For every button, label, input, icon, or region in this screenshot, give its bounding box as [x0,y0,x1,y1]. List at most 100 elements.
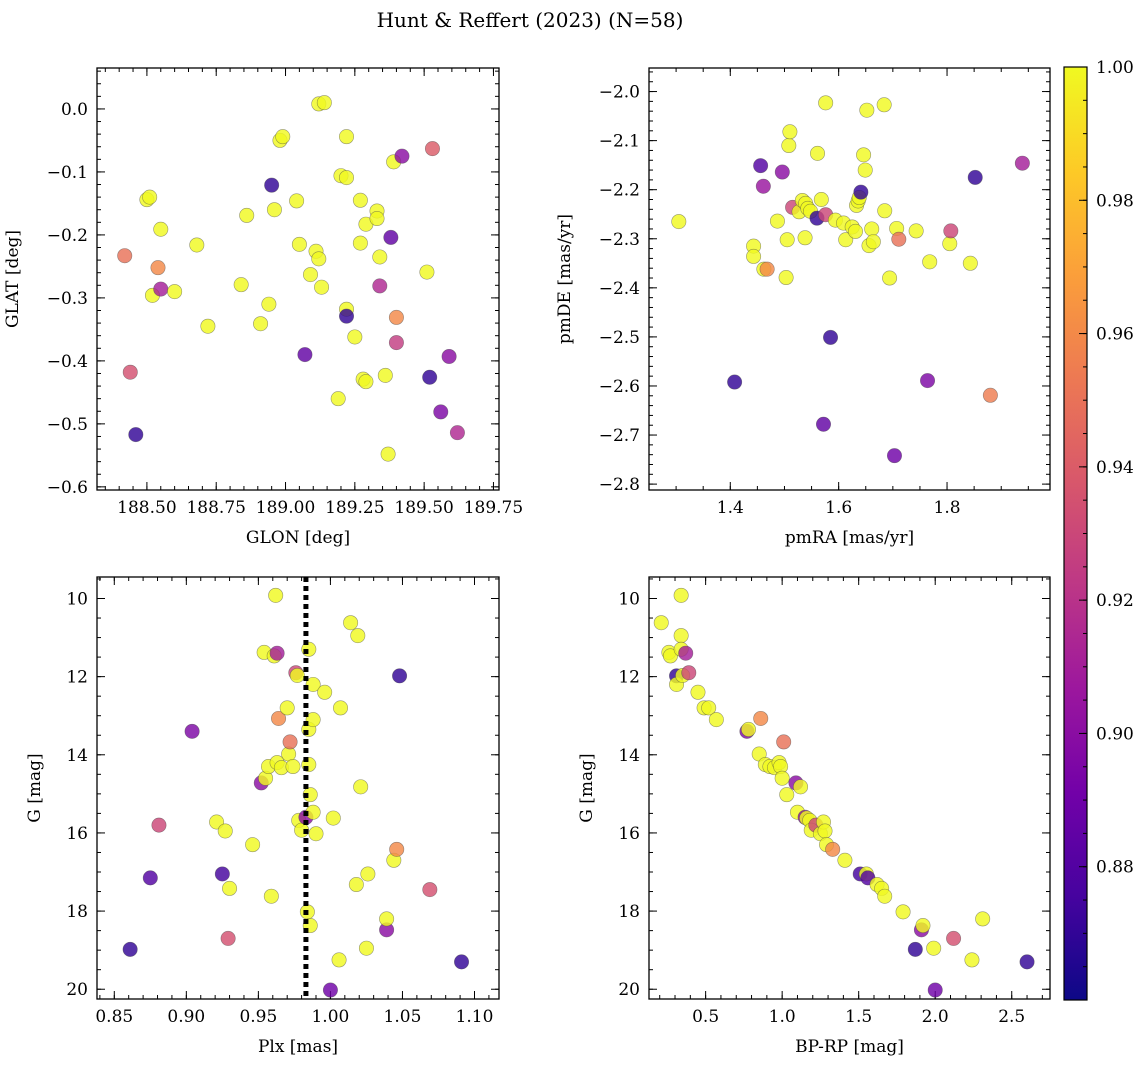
data-point [837,852,853,868]
colorbar-tick-label: 0.94 [1096,458,1134,478]
data-point [220,930,236,946]
data-point [882,270,898,286]
data-point [815,416,831,432]
data-point [915,918,931,934]
data-point [856,147,872,163]
data-point [673,587,689,603]
x-tick-label: 0.90 [167,1007,205,1027]
x-tick-label: 1.6 [825,498,852,518]
data-point [746,248,762,264]
data-point [1014,155,1030,171]
data-point [776,734,792,750]
data-point [339,308,355,324]
axes-frame [648,576,1051,1000]
data-point [753,710,769,726]
y-tick-label: −2.0 [599,83,640,103]
data-point [316,95,332,111]
data-point [877,888,893,904]
x-axis-label: pmRA [mas/yr] [785,528,914,548]
data-point [926,940,942,956]
data-point [350,628,366,644]
y-tick-label: −0.2 [47,226,88,246]
data-point [263,888,279,904]
data-point [153,221,169,237]
x-tick-label: 1.8 [934,498,961,518]
x-tick-label: 1.5 [845,1007,872,1027]
data-point [857,162,873,178]
data-point [392,668,408,684]
data-point [975,911,991,927]
color-magnitude-panel: 0.5 1.0 1.5 2.0 2.5 10 12 14 16 18 20 BP-RP [mag] G … [577,576,1051,1057]
data-point [269,645,285,661]
y-tick-label: 0.0 [61,100,88,120]
data-point [653,615,669,631]
y-tick-label: 10 [66,589,88,609]
data-point [877,203,893,219]
data-point [122,364,138,380]
sky-position-panel: 188.50 188.75 189.00 189.25 189.50 189.75 0.0 −… [3,67,523,548]
data-point [797,230,813,246]
data-point [291,236,307,252]
data-point [927,982,943,998]
data-point [245,837,261,853]
data-point [876,97,892,113]
x-tick-label: 189.75 [464,498,523,518]
x-tick-label: 2.0 [922,1007,949,1027]
data-point [275,129,291,145]
data-point [189,237,205,253]
data-point [352,235,368,251]
data-point [922,254,938,270]
axes-frame [96,576,500,1000]
data-point [813,192,829,208]
x-tick-label: 1.4 [717,498,744,518]
y-tick-label: 20 [66,980,88,1000]
data-point [847,223,863,239]
data-point [825,841,841,857]
data-point [774,770,790,786]
x-tick-label: 189.50 [394,498,453,518]
y-axis-label: pmDE [mas/yr] [555,214,575,344]
data-point [217,823,233,839]
data-point [782,124,798,140]
figure-title: Hunt & Reffert (2023) (N=58) [377,8,684,32]
y-tick-label: 10 [618,589,640,609]
data-point [383,229,399,245]
data-point [389,841,405,857]
data-point [339,129,355,145]
data-point [261,296,277,312]
data-point [353,779,369,795]
y-tick-label: −2.1 [599,132,640,152]
data-point [184,723,200,739]
data-point [285,759,301,775]
data-point [305,712,321,728]
data-point [331,952,347,968]
y-tick-label: 18 [66,902,88,922]
data-point [967,169,983,185]
data-point [891,231,907,247]
data-point [372,249,388,265]
data-point [895,904,911,920]
x-tick-label: 2.5 [998,1007,1025,1027]
data-point [128,427,144,443]
data-point [271,710,287,726]
data-point [253,316,269,332]
x-axis-label: GLON [deg] [246,528,350,548]
data-point [982,387,998,403]
y-tick-label: −2.7 [599,426,640,446]
x-tick-label: 1.00 [311,1007,349,1027]
y-tick-label: −0.3 [47,289,88,309]
data-point [779,787,795,803]
x-tick-label: 0.95 [239,1007,277,1027]
data-point [886,448,902,464]
data-point [282,734,298,750]
data-point [289,193,305,209]
data-point [297,347,313,363]
x-tick-label: 1.05 [384,1007,422,1027]
data-point [441,348,457,364]
data-point [302,787,318,803]
colorbar-tick-label: 1.00 [1096,58,1134,78]
x-tick-label: 189.00 [256,498,315,518]
data-point [142,870,158,886]
data-point [1019,954,1035,970]
data-point [314,279,330,295]
